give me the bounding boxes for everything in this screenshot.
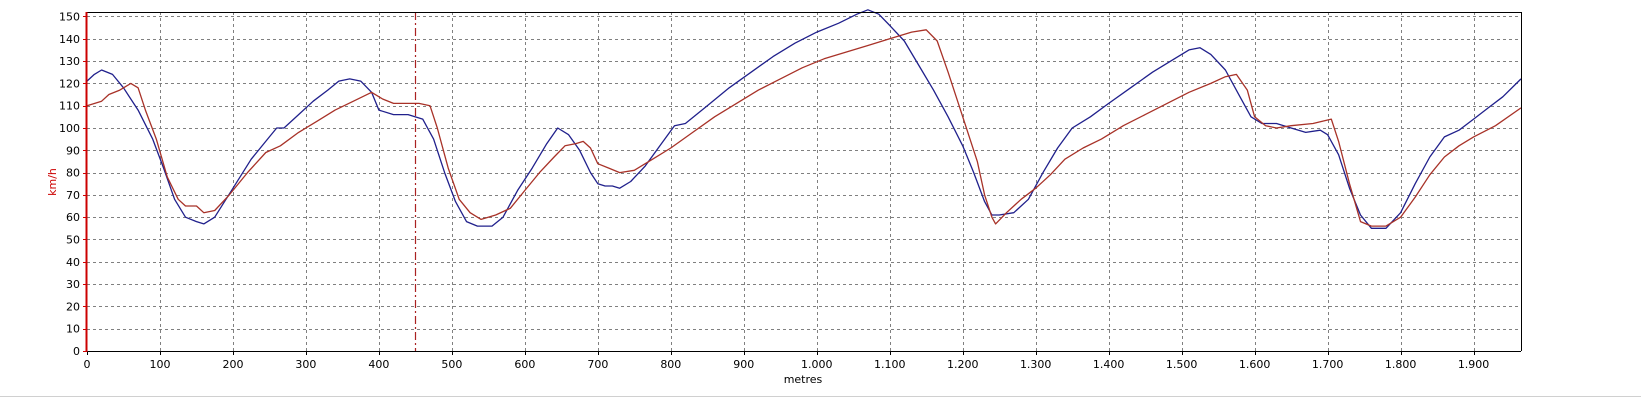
y-tick-label: 90 (66, 144, 80, 157)
x-tick-label: 1.600 (1239, 358, 1271, 371)
y-tick-label: 150 (59, 10, 80, 23)
x-axis-title: metres (784, 373, 823, 386)
y-tick-label: 70 (66, 189, 80, 202)
x-tick-label: 500 (441, 358, 462, 371)
x-tick-label: 1.100 (874, 358, 906, 371)
y-tick-label: 40 (66, 256, 80, 269)
y-tick-label: 130 (59, 55, 80, 68)
x-tick-label: 800 (660, 358, 681, 371)
y-tick-label: 100 (59, 122, 80, 135)
y-tick-label: 0 (73, 345, 80, 358)
y-tick-label: 120 (59, 77, 80, 90)
x-tick-label: 600 (514, 358, 535, 371)
x-tick-label: 900 (733, 358, 754, 371)
grid (87, 12, 1521, 351)
x-tick-label: 1.700 (1312, 358, 1344, 371)
x-tick-label: 1.300 (1020, 358, 1052, 371)
tick-labels: 0 100 200 300 400 500 600 700 800 900 1.000 1.100 1.… (59, 10, 1489, 371)
y-tick-label: 10 (66, 323, 80, 336)
x-tick-label: 300 (295, 358, 316, 371)
series-line-1 (86, 9, 1522, 229)
axes (0, 12, 1641, 397)
x-tick-label: 1.000 (801, 358, 833, 371)
y-tick-label: 30 (66, 278, 80, 291)
x-tick-label: 1.500 (1166, 358, 1198, 371)
x-tick-label: 1.900 (1458, 358, 1490, 371)
y-axis-title: km/h (46, 168, 59, 196)
x-tick-label: 200 (222, 358, 243, 371)
series-layer (86, 9, 1522, 229)
x-tick-label: 0 (84, 358, 91, 371)
x-tick-label: 100 (149, 358, 170, 371)
y-tick-label: 110 (59, 100, 80, 113)
series-line-2 (86, 29, 1522, 227)
y-tick-label: 60 (66, 211, 80, 224)
x-tick-label: 700 (587, 358, 608, 371)
y-tick-label: 140 (59, 33, 80, 46)
y-tick-label: 80 (66, 167, 80, 180)
x-tick-label: 1.200 (947, 358, 979, 371)
y-tick-label: 20 (66, 300, 80, 313)
x-tick-label: 400 (368, 358, 389, 371)
y-tick-label: 50 (66, 233, 80, 246)
plot-area (87, 12, 1521, 351)
x-tick-label: 1.400 (1093, 358, 1125, 371)
x-tick-label: 1.800 (1385, 358, 1417, 371)
